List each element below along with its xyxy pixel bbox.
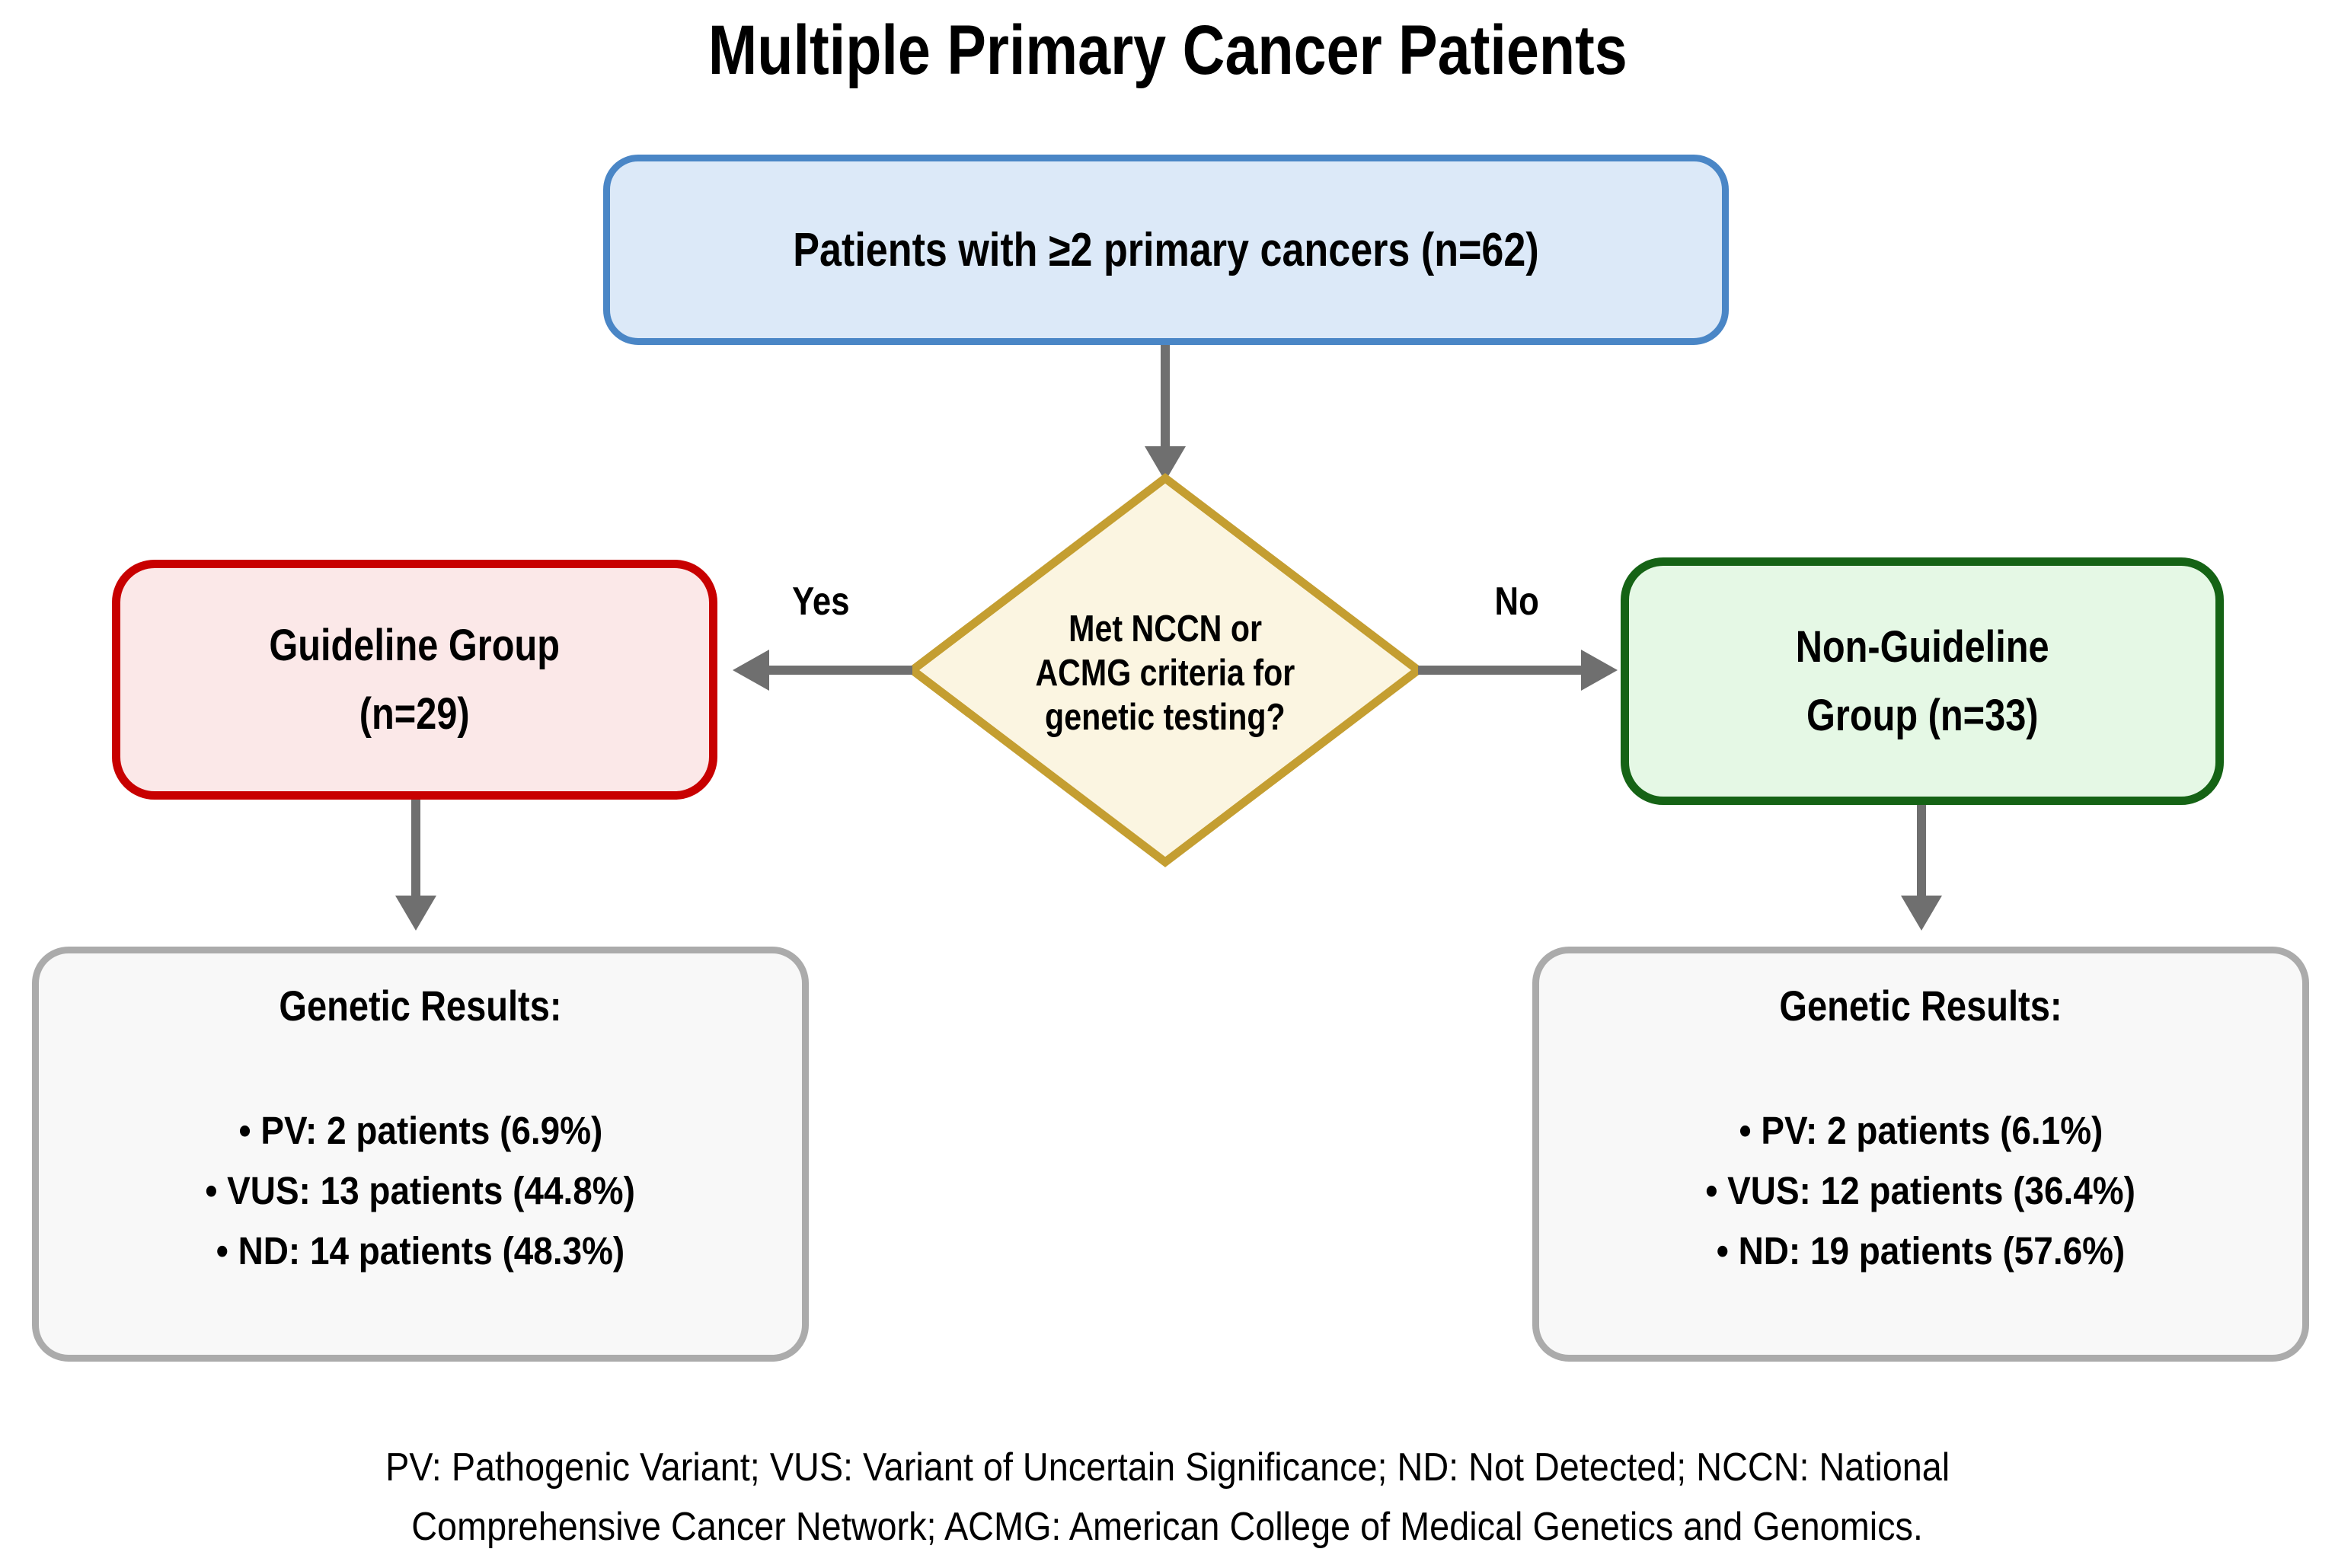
non-guideline-group-line-1: Non-Guideline	[1795, 621, 2049, 672]
node-patients-root-label: Patients with ≥2 primary cancers (n=62)	[793, 223, 1539, 276]
decision-line-1: Met NCCN or	[1068, 608, 1262, 650]
page-title-text: Multiple Primary Cancer Patients	[708, 11, 1627, 89]
decision-line-3: genetic testing?	[1045, 696, 1286, 738]
abbreviations-footnote: PV: Pathogenic Variant; VUS: Variant of …	[0, 1438, 2335, 1557]
node-non-guideline-group-label: Non-Guideline Group (n=33)	[1771, 613, 2073, 750]
list-item: • ND: 14 patients (48.3%)	[216, 1229, 625, 1273]
decision-line-2: ACMG criteria for	[1035, 653, 1295, 695]
list-item: • PV: 2 patients (6.1%)	[1739, 1109, 2103, 1152]
footnote-line-2: Comprehensive Cancer Network; ACMG: Amer…	[411, 1505, 1924, 1549]
guideline-group-line-1: Guideline Group	[269, 620, 561, 670]
node-non-guideline-results: Genetic Results: • PV: 2 patients (6.1%)…	[1532, 947, 2309, 1362]
arrowhead-down-icon	[1145, 446, 1186, 481]
arrowhead-left-icon	[733, 650, 769, 691]
non-guideline-results-heading: Genetic Results:	[1779, 982, 2062, 1030]
node-patients-root: Patients with ≥2 primary cancers (n=62)	[603, 155, 1729, 345]
edge-label-no: No	[1494, 580, 1540, 624]
edge-label-yes: Yes	[792, 580, 850, 624]
guideline-results-list: • PV: 2 patients (6.9%) • VUS: 13 patien…	[39, 1100, 802, 1281]
list-item: • VUS: 13 patients (44.8%)	[205, 1169, 636, 1213]
list-item: • VUS: 12 patients (36.4%)	[1705, 1169, 2136, 1213]
arrowhead-down-icon	[395, 896, 436, 931]
list-item: • PV: 2 patients (6.9%)	[238, 1109, 602, 1152]
decision-node-label: Met NCCN or ACMG criteria for genetic te…	[956, 602, 1375, 746]
arrowhead-right-icon	[1581, 650, 1618, 691]
node-guideline-results: Genetic Results: • PV: 2 patients (6.9%)…	[32, 947, 809, 1362]
guideline-results-heading: Genetic Results:	[279, 982, 562, 1030]
guideline-group-line-2: (n=29)	[359, 688, 470, 739]
page-title: Multiple Primary Cancer Patients	[0, 11, 2335, 91]
non-guideline-results-list: • PV: 2 patients (6.1%) • VUS: 12 patien…	[1539, 1100, 2302, 1281]
node-guideline-group: Guideline Group (n=29)	[112, 560, 717, 800]
non-guideline-group-line-2: Group (n=33)	[1806, 690, 2039, 740]
footnote-line-1: PV: Pathogenic Variant; VUS: Variant of …	[385, 1445, 1950, 1490]
node-non-guideline-group: Non-Guideline Group (n=33)	[1621, 557, 2224, 805]
arrowhead-down-icon	[1901, 896, 1942, 931]
list-item: • ND: 19 patients (57.6%)	[1716, 1229, 2126, 1273]
node-guideline-group-label: Guideline Group (n=29)	[241, 612, 587, 749]
